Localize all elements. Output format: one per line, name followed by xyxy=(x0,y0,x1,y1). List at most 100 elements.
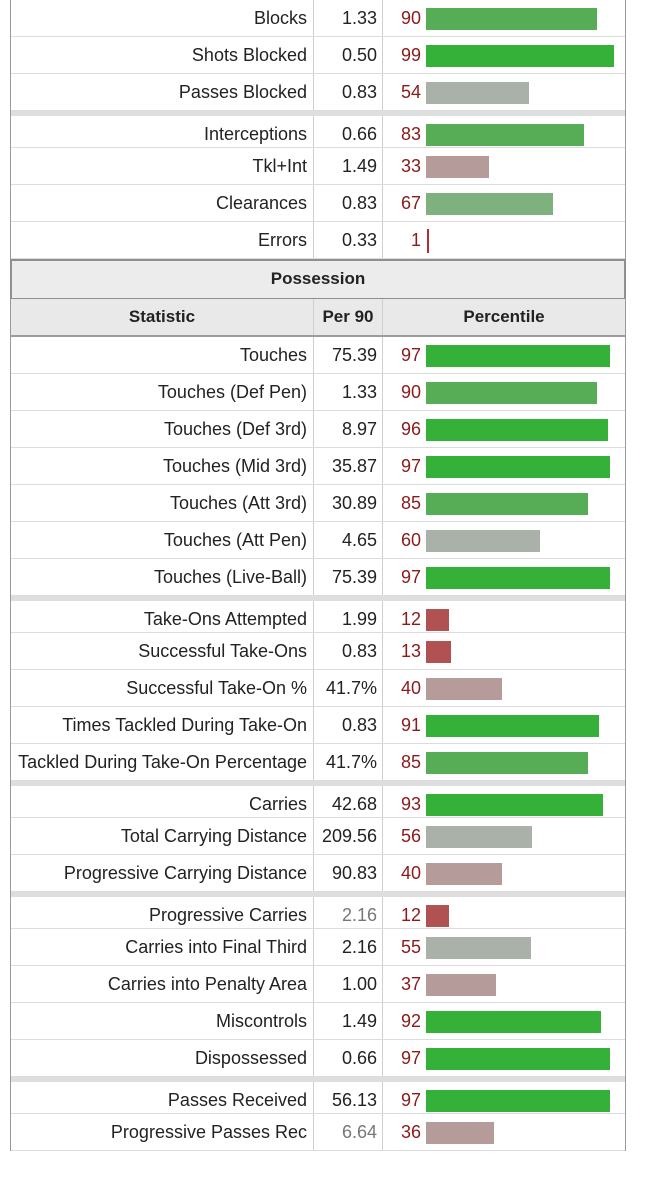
stat-name: Touches (Def 3rd) xyxy=(11,411,314,447)
percentile-bar xyxy=(426,567,610,589)
stat-name: Carries xyxy=(11,786,314,817)
percentile-cell: 83 xyxy=(383,116,625,147)
column-header-percentile[interactable]: Percentile xyxy=(463,307,545,326)
percentile-bar xyxy=(426,937,531,959)
percentile-bar xyxy=(426,82,529,104)
percentile-cell: 97 xyxy=(383,1040,625,1076)
percentile-value: 97 xyxy=(400,456,421,476)
per90-value: 56.13 xyxy=(314,1082,383,1113)
per90-value: 6.64 xyxy=(314,1114,383,1150)
percentile-cell: 12 xyxy=(383,897,625,928)
table-row: Progressive Carries 2.16 12 xyxy=(11,892,625,929)
percentile-bar xyxy=(426,156,489,178)
per90-value: 0.66 xyxy=(314,1040,383,1076)
table-row: Touches (Live-Ball) 75.39 97 xyxy=(11,559,625,596)
percentile-value: 85 xyxy=(400,493,421,513)
table-row: Passes Blocked 0.83 54 xyxy=(11,74,625,111)
stat-name: Tackled During Take-On Percentage xyxy=(11,744,314,780)
stat-name: Miscontrols xyxy=(11,1003,314,1039)
table-row: Tackled During Take-On Percentage 41.7% 85 xyxy=(11,744,625,781)
stat-name: Times Tackled During Take-On xyxy=(11,707,314,743)
percentile-cell: 97 xyxy=(383,559,625,595)
percentile-bar xyxy=(426,345,610,367)
percentile-value: 55 xyxy=(400,937,421,957)
percentile-value: 12 xyxy=(400,905,421,925)
table-row: Carries 42.68 93 xyxy=(11,781,625,818)
per90-value: 1.99 xyxy=(314,601,383,632)
per90-value: 0.83 xyxy=(314,633,383,669)
percentile-cell: 91 xyxy=(383,707,625,743)
percentile-bar xyxy=(426,863,502,885)
percentile-value: 91 xyxy=(400,715,421,735)
percentile-bar xyxy=(426,678,502,700)
table-row: Touches (Att 3rd) 30.89 85 xyxy=(11,485,625,522)
percentile-value: 36 xyxy=(400,1122,421,1142)
table-row: Progressive Passes Rec 6.64 36 xyxy=(11,1114,625,1151)
stat-name: Successful Take-On % xyxy=(11,670,314,706)
per90-value: 0.50 xyxy=(314,37,383,73)
percentile-cell: 1 xyxy=(383,222,625,258)
percentile-value: 56 xyxy=(400,826,421,846)
percentile-bar xyxy=(426,530,540,552)
percentile-bar xyxy=(426,193,553,215)
percentile-cell: 12 xyxy=(383,601,625,632)
column-header-per90[interactable]: Per 90 xyxy=(314,299,383,335)
stat-name: Touches (Def Pen) xyxy=(11,374,314,410)
percentile-bar xyxy=(426,45,614,67)
stat-name: Errors xyxy=(11,222,314,258)
per90-value: 0.66 xyxy=(314,116,383,147)
percentile-value: 67 xyxy=(400,193,421,213)
stat-name: Touches xyxy=(11,337,314,373)
per90-value: 75.39 xyxy=(314,337,383,373)
percentile-cell: 36 xyxy=(383,1114,625,1150)
percentile-value: 93 xyxy=(400,794,421,814)
stat-name: Interceptions xyxy=(11,116,314,147)
percentile-bar xyxy=(426,752,588,774)
table-row: Carries into Final Third 2.16 55 xyxy=(11,929,625,966)
table-row: Touches (Def 3rd) 8.97 96 xyxy=(11,411,625,448)
percentile-value: 97 xyxy=(400,1048,421,1068)
per90-value: 1.49 xyxy=(314,1003,383,1039)
percentile-value: 85 xyxy=(400,752,421,772)
table-row: Touches (Mid 3rd) 35.87 97 xyxy=(11,448,625,485)
column-header-statistic[interactable]: Statistic xyxy=(11,299,314,335)
per90-value: 42.68 xyxy=(314,786,383,817)
table-row: Touches (Att Pen) 4.65 60 xyxy=(11,522,625,559)
defense-rows: Blocks 1.33 90 Shots Blocked 0.50 99 Passes Bl… xyxy=(11,0,625,259)
percentile-value: 12 xyxy=(400,609,421,629)
percentile-bar xyxy=(426,641,451,663)
table-row: Blocks 1.33 90 xyxy=(11,0,625,37)
percentile-bar xyxy=(426,1011,601,1033)
per90-value: 1.33 xyxy=(314,0,383,36)
stat-name: Total Carrying Distance xyxy=(11,818,314,854)
per90-value: 0.83 xyxy=(314,707,383,743)
percentile-cell: 33 xyxy=(383,148,625,184)
percentile-cell: 37 xyxy=(383,966,625,1002)
percentile-bar xyxy=(426,493,588,515)
stat-name: Blocks xyxy=(11,0,314,36)
percentile-value: 92 xyxy=(400,1011,421,1031)
column-header-row: Statistic Per 90 Percentile xyxy=(11,299,625,337)
stat-name: Carries into Final Third xyxy=(11,929,314,965)
percentile-value: 83 xyxy=(400,124,421,144)
percentile-cell: 85 xyxy=(383,744,625,780)
per90-value: 1.00 xyxy=(314,966,383,1002)
possession-rows: Touches 75.39 97 Touches (Def Pen) 1.33 90 Tou… xyxy=(11,337,625,1151)
percentile-cell: 40 xyxy=(383,855,625,891)
per90-value: 90.83 xyxy=(314,855,383,891)
stat-name: Shots Blocked xyxy=(11,37,314,73)
percentile-cell: 67 xyxy=(383,185,625,221)
percentile-value: 97 xyxy=(400,567,421,587)
percentile-cell: 96 xyxy=(383,411,625,447)
stat-name: Progressive Carrying Distance xyxy=(11,855,314,891)
percentile-value: 90 xyxy=(400,8,421,28)
per90-value: 0.83 xyxy=(314,74,383,110)
percentile-value: 1 xyxy=(410,230,421,250)
per90-value: 4.65 xyxy=(314,522,383,558)
table-row: Progressive Carrying Distance 90.83 40 xyxy=(11,855,625,892)
stat-name: Touches (Mid 3rd) xyxy=(11,448,314,484)
percentile-value: 96 xyxy=(400,419,421,439)
percentile-cell: 55 xyxy=(383,929,625,965)
table-row: Dispossessed 0.66 97 xyxy=(11,1040,625,1077)
